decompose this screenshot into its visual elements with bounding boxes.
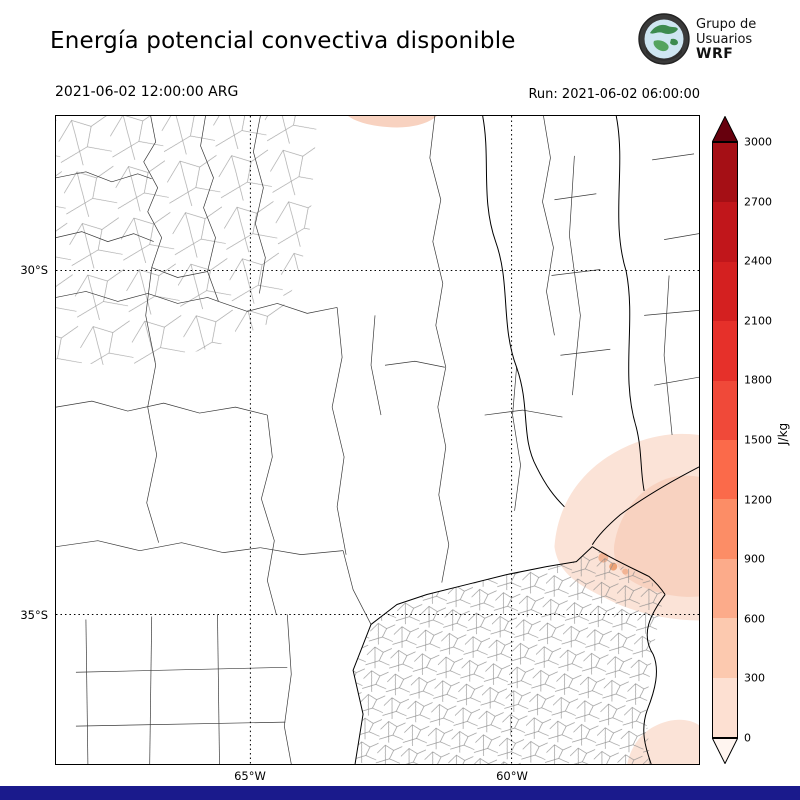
colorbar-tick-label: 2100 bbox=[744, 314, 772, 328]
logo-text: Grupo de Usuarios WRF bbox=[696, 17, 756, 62]
colorbar-tick-label: 1500 bbox=[744, 433, 772, 447]
wrf-globe-icon bbox=[638, 13, 690, 65]
colorbar-tick-label: 1200 bbox=[744, 493, 772, 507]
page-title: Energía potencial convectiva disponible bbox=[50, 28, 516, 54]
colorbar-tick-label: 2400 bbox=[744, 254, 772, 268]
colorbar-unit-label: J/kg bbox=[776, 422, 790, 445]
coastline bbox=[591, 466, 699, 764]
colorbar-segment bbox=[713, 202, 737, 262]
logo-line-1: Grupo de bbox=[696, 16, 757, 32]
colorbar-segments bbox=[712, 142, 738, 738]
colorbar-tick-label: 3000 bbox=[744, 135, 772, 149]
map-canvas bbox=[55, 115, 700, 765]
valid-time-label: 2021-06-02 12:00:00 ARG bbox=[55, 84, 239, 100]
province-boundaries bbox=[352, 116, 645, 764]
lon-tick-65w: 65°W bbox=[234, 769, 266, 783]
wrf-users-group-logo: Grupo de Usuarios WRF bbox=[638, 12, 798, 66]
colorbar-tick-label: 900 bbox=[744, 552, 765, 566]
map-svg bbox=[56, 116, 699, 764]
colorbar-segment bbox=[713, 499, 737, 559]
colorbar-tick-label: 2700 bbox=[744, 195, 772, 209]
colorbar-tick-label: 600 bbox=[744, 612, 765, 626]
colorbar-segment bbox=[713, 618, 737, 678]
colorbar-segment bbox=[713, 321, 737, 381]
footer-bar bbox=[0, 786, 800, 800]
colorbar-over-arrow bbox=[712, 116, 738, 142]
cape-colorbar bbox=[712, 116, 738, 764]
colorbar-segment bbox=[713, 558, 737, 619]
colorbar-segment bbox=[713, 380, 737, 441]
lat-tick-35s: 35°S bbox=[20, 608, 48, 622]
dense-department-mesh bbox=[56, 116, 665, 764]
parana-river-line bbox=[482, 116, 565, 508]
colorbar-tick-label: 0 bbox=[744, 731, 751, 745]
graticule-gridlines bbox=[56, 116, 699, 764]
colorbar-segment bbox=[713, 440, 737, 500]
colorbar-segment bbox=[713, 677, 737, 738]
colorbar-segment bbox=[713, 143, 737, 203]
colorbar-tick-labels: 3000 2700 2400 2100 1800 1500 1200 900 600 300 0 bbox=[744, 136, 784, 745]
logo-line-3: WRF bbox=[696, 45, 734, 62]
colorbar-tick-label: 300 bbox=[744, 671, 765, 685]
colorbar-tick-label: 1800 bbox=[744, 373, 772, 387]
lat-tick-30s: 30°S bbox=[20, 263, 48, 277]
colorbar-segment bbox=[713, 261, 737, 322]
lon-tick-60w: 60°W bbox=[496, 769, 528, 783]
colorbar-under-arrow bbox=[712, 738, 738, 764]
model-run-label: Run: 2021-06-02 06:00:00 bbox=[528, 87, 700, 102]
uruguay-river-line bbox=[615, 116, 645, 491]
logo-line-2: Usuarios bbox=[696, 31, 753, 47]
buenos-aires-border bbox=[352, 546, 593, 764]
